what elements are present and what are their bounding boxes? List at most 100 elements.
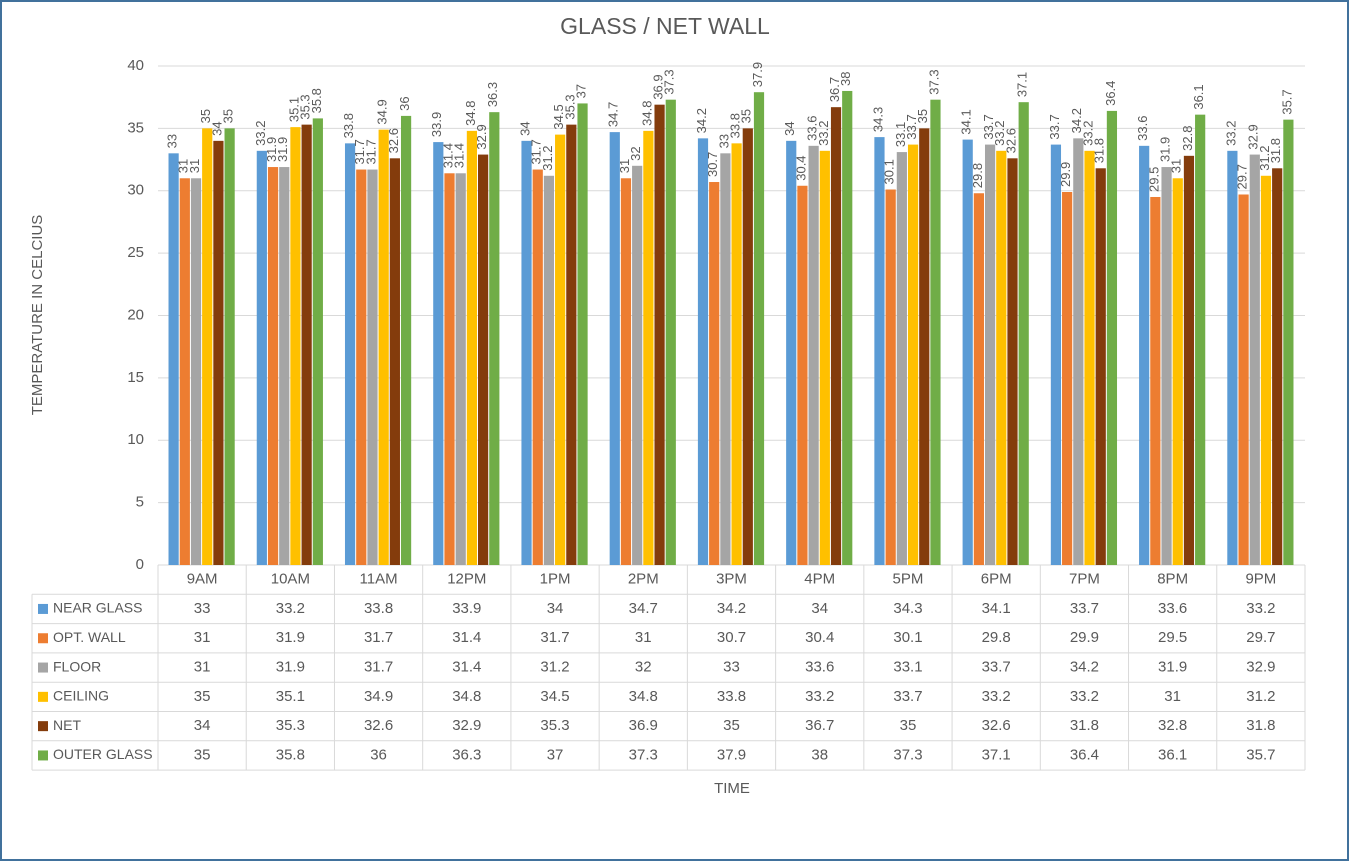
table-cell: 32.8 <box>1158 717 1187 734</box>
bar <box>179 178 190 565</box>
table-cell: 33.2 <box>982 688 1011 705</box>
table-cell: 38 <box>811 746 828 763</box>
x-tick-label: 12PM <box>447 571 486 588</box>
legend-swatch <box>38 721 48 732</box>
data-label: 36.4 <box>1103 81 1118 106</box>
data-label: 30.4 <box>793 155 808 180</box>
bar <box>378 129 389 565</box>
bar <box>267 167 279 566</box>
data-label: 31 <box>617 159 632 173</box>
bar <box>521 140 532 565</box>
data-label: 34 <box>782 121 797 135</box>
table-cell: 36.4 <box>1070 746 1099 763</box>
bar <box>566 124 577 565</box>
table-cell: 36.3 <box>452 746 481 763</box>
legend-label: OPT. WALL <box>53 629 126 645</box>
data-label: 34.3 <box>870 107 885 132</box>
data-label: 37.9 <box>750 62 765 87</box>
data-label: 35 <box>198 109 213 123</box>
data-label: 31.4 <box>440 143 455 168</box>
y-tick-label: 10 <box>127 431 144 448</box>
data-label: 33.7 <box>1047 114 1062 139</box>
table-cell: 31 <box>635 629 652 646</box>
table-cell: 31.2 <box>540 659 569 676</box>
table-cell: 34.2 <box>717 600 746 617</box>
bar <box>389 158 400 565</box>
chart-title: GLASS / NET WALL <box>560 13 770 39</box>
y-axis-title: TEMPERATURE IN CELCIUS <box>29 215 46 416</box>
table-cell: 37.1 <box>982 746 1011 763</box>
bar <box>720 153 731 565</box>
y-tick-label: 15 <box>127 369 144 386</box>
table-cell: 29.5 <box>1158 629 1187 646</box>
table-cell: 29.9 <box>1070 629 1099 646</box>
bar <box>830 107 842 565</box>
data-label: 34.2 <box>694 108 709 133</box>
bar <box>290 127 301 565</box>
data-label: 34.8 <box>639 101 654 126</box>
bar <box>489 112 500 565</box>
bar <box>797 185 808 565</box>
table-cell: 35.8 <box>276 746 305 763</box>
bar <box>466 130 478 565</box>
data-label: 32.8 <box>1180 126 1195 151</box>
table-cell: 35.7 <box>1246 746 1275 763</box>
table-cell: 37.3 <box>629 746 658 763</box>
data-label: 31 <box>176 159 191 173</box>
bar <box>885 189 896 565</box>
table-cell: 34.3 <box>893 600 922 617</box>
data-label: 34.5 <box>551 104 566 129</box>
data-label: 37.3 <box>926 69 941 94</box>
bar <box>996 150 1007 565</box>
y-tick-label: 30 <box>127 182 144 199</box>
table-cell: 36 <box>370 746 387 763</box>
bar <box>643 130 654 565</box>
y-tick-label: 25 <box>127 244 144 261</box>
legend-label: FLOOR <box>53 658 101 674</box>
table-cell: 36.1 <box>1158 746 1187 763</box>
data-label: 30.1 <box>882 159 897 184</box>
table-cell: 32.6 <box>364 717 393 734</box>
table-cell: 33.8 <box>717 688 746 705</box>
bar <box>444 173 455 565</box>
bar <box>433 142 444 565</box>
table-cell: 32.9 <box>452 717 481 734</box>
table-cell: 37.9 <box>717 746 746 763</box>
x-axis-title: TIME <box>714 780 750 797</box>
bar <box>1227 150 1238 565</box>
data-label: 32.9 <box>1246 124 1261 149</box>
y-tick-label: 0 <box>136 556 144 573</box>
bar <box>930 99 941 566</box>
table-cell: 34.5 <box>540 688 569 705</box>
x-tick-label: 8PM <box>1157 571 1188 588</box>
data-label: 33.7 <box>981 114 996 139</box>
table-cell: 31.9 <box>276 629 305 646</box>
legend-swatch <box>38 750 48 761</box>
bar <box>1150 196 1161 566</box>
bar <box>620 178 632 565</box>
table-cell: 34 <box>194 717 211 734</box>
table-cell: 32.6 <box>982 717 1011 734</box>
table-cell: 36.9 <box>629 717 658 734</box>
bar <box>731 143 742 565</box>
bar <box>1095 168 1106 566</box>
bar <box>312 118 323 566</box>
bar <box>819 150 830 565</box>
legend-label: NET <box>53 717 81 733</box>
table-cell: 33.2 <box>1246 600 1275 617</box>
bar <box>1183 155 1195 565</box>
bar <box>190 178 202 565</box>
bar <box>919 128 930 565</box>
legend-swatch <box>38 662 48 673</box>
table-cell: 34.2 <box>1070 659 1099 676</box>
legend-label: OUTER GLASS <box>53 746 153 762</box>
data-label: 35.8 <box>309 88 324 113</box>
bar <box>344 143 356 565</box>
data-label: 36.3 <box>485 82 500 107</box>
table-cell: 35.3 <box>276 717 305 734</box>
data-label: 32.6 <box>1003 128 1018 153</box>
y-tick-label: 40 <box>127 57 144 74</box>
data-label: 33.2 <box>253 121 268 146</box>
legend-label: CEILING <box>53 688 109 704</box>
bar <box>168 153 179 565</box>
